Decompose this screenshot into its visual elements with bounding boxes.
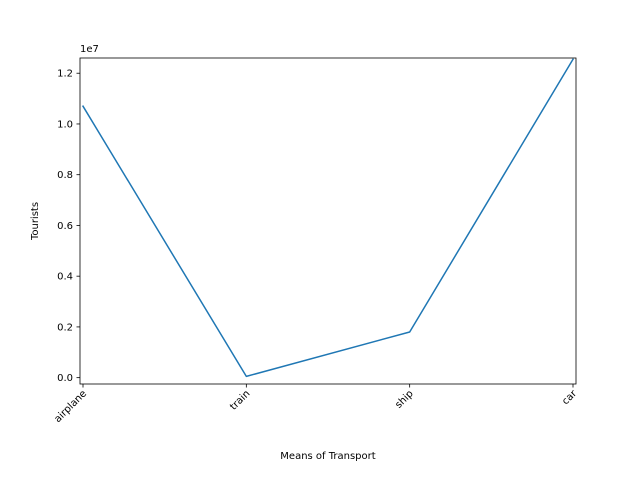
y-tick-label: 1.0: [57, 119, 73, 130]
y-tick-label: 0.0: [57, 373, 73, 384]
x-tick-label: airplane: [53, 388, 90, 425]
y-axis-ticks: 0.0 0.2 0.4 0.6 0.8 1.0 1.2: [57, 69, 80, 384]
x-tick-label: train: [228, 388, 252, 412]
y-tick-label: 0.6: [57, 221, 73, 232]
x-axis-ticks: airplane train ship car: [53, 384, 580, 425]
y-axis-label: Tourists: [30, 202, 41, 241]
y-tick-label: 0.2: [57, 322, 73, 333]
x-axis-label: Means of Transport: [280, 451, 375, 462]
y-tick-label: 0.8: [57, 170, 73, 181]
y-tick-label: 0.4: [57, 272, 73, 283]
y-tick-label: 1.2: [57, 69, 73, 80]
x-tick-label: car: [560, 388, 580, 408]
y-offset-label: 1e7: [80, 44, 99, 55]
plot-area-frame: [79, 57, 577, 385]
x-tick-label: ship: [393, 388, 415, 410]
series-line: [81, 58, 575, 378]
